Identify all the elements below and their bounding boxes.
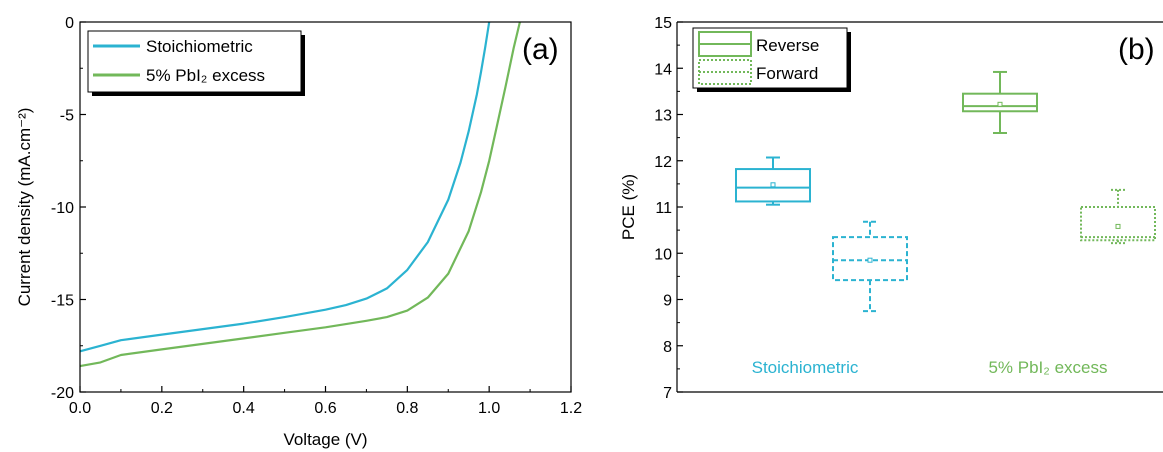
panel-label: (b) (1118, 33, 1155, 66)
y-axis-label: Current density (mA.cm⁻²) (15, 108, 34, 307)
x-tick-label: 1.2 (560, 400, 582, 417)
box-body (962, 92, 1038, 113)
y-tick-label: 10 (654, 246, 672, 263)
box-stoichiometric-reverse (735, 156, 811, 206)
box-body (735, 168, 811, 203)
mean-marker (770, 182, 776, 188)
box-body (832, 236, 908, 282)
x-axis-label: Voltage (V) (283, 430, 367, 449)
y-tick-label: 15 (654, 15, 672, 32)
panel-label: (a) (522, 33, 559, 66)
legend-box (87, 30, 302, 93)
x-tick-label: 1.0 (478, 400, 500, 417)
y-tick-label: 12 (654, 154, 672, 171)
y-tick-label: 0 (65, 15, 74, 32)
y-tick-label: 13 (654, 108, 672, 125)
legend-label: Reverse (756, 36, 819, 55)
box-body (1080, 206, 1156, 242)
x-tick-label: 0.0 (69, 400, 91, 417)
series-line-pbi2-excess (79, 21, 521, 368)
y-tick-label: 9 (663, 293, 672, 310)
y-tick-label: -10 (51, 200, 74, 217)
x-tick-label: 0.6 (314, 400, 336, 417)
mean-marker (997, 101, 1003, 107)
mean-marker (1115, 223, 1121, 229)
x-tick-label: 0.8 (396, 400, 418, 417)
category-label: Stoichiometric (752, 358, 859, 377)
legend-label: Stoichiometric (146, 37, 253, 56)
legend-label: Forward (756, 64, 818, 83)
y-tick-label: -15 (51, 293, 74, 310)
y-tick-label: 11 (655, 200, 672, 217)
legend-label: 5% PbI₂ excess (146, 66, 265, 85)
y-tick-label: -20 (51, 385, 74, 402)
y-tick-label: 14 (654, 61, 672, 78)
category-label: 5% PbI₂ excess (988, 358, 1107, 377)
y-tick-label: -5 (60, 108, 74, 125)
series-line-stoichiometric (79, 21, 491, 353)
pce-boxplot-panel: 7 8 9 10 11 12 13 14 15 PCE (%) Stoichiometric 5% P… (619, 15, 1163, 402)
box-pbi2-excess-reverse (962, 70, 1038, 134)
x-tick-label: 0.2 (151, 400, 173, 417)
mean-marker (867, 257, 873, 263)
y-tick-label: 8 (663, 339, 672, 356)
box-pbi2-excess-forward (1080, 188, 1156, 245)
y-axis-label: PCE (%) (619, 174, 638, 240)
y-tick-label: 7 (663, 385, 672, 402)
jv-curve-panel: 0.0 0.2 0.4 0.6 0.8 1.0 1.2 0 -5 -10 -15 -20 Voltage… (15, 15, 582, 449)
box-stoichiometric-forward (832, 220, 908, 313)
x-tick-label: 0.4 (233, 400, 255, 417)
legend-box (692, 27, 848, 89)
